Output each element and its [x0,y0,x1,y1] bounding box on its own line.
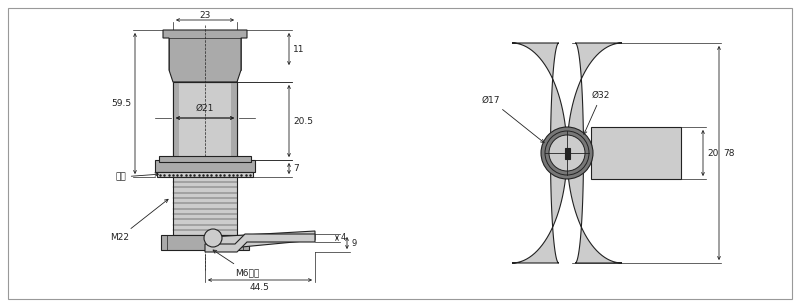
Bar [159,156,251,162]
Text: Ø21: Ø21 [196,103,214,112]
Bar [173,82,237,160]
Text: 78: 78 [723,149,734,157]
Bar [565,147,570,158]
Text: M22: M22 [110,199,168,242]
Bar [173,82,237,160]
Text: 11: 11 [293,45,305,53]
Polygon shape [567,43,622,263]
Text: Ø32: Ø32 [584,91,610,134]
Text: 20.5: 20.5 [293,116,313,126]
Bar [591,127,681,179]
Text: Ø17: Ø17 [482,96,544,143]
Polygon shape [210,231,315,250]
Text: 9: 9 [351,239,356,247]
Text: M6螺钉: M6螺钉 [213,250,259,277]
Text: 59.5: 59.5 [111,99,131,108]
Text: 20: 20 [707,149,718,157]
Polygon shape [205,234,315,252]
Circle shape [204,229,222,247]
Polygon shape [163,30,247,82]
Bar [173,177,237,235]
Text: 4: 4 [341,234,346,243]
Bar [155,160,255,172]
Polygon shape [512,43,567,263]
Bar [157,172,253,177]
Bar [231,82,237,160]
Circle shape [549,135,585,171]
Bar [173,82,179,160]
Circle shape [541,127,593,179]
Text: 44.5: 44.5 [250,283,270,293]
Text: 垫片: 垫片 [115,173,158,181]
Bar [161,235,249,250]
Text: 23: 23 [199,11,210,21]
Text: 7: 7 [293,164,298,173]
